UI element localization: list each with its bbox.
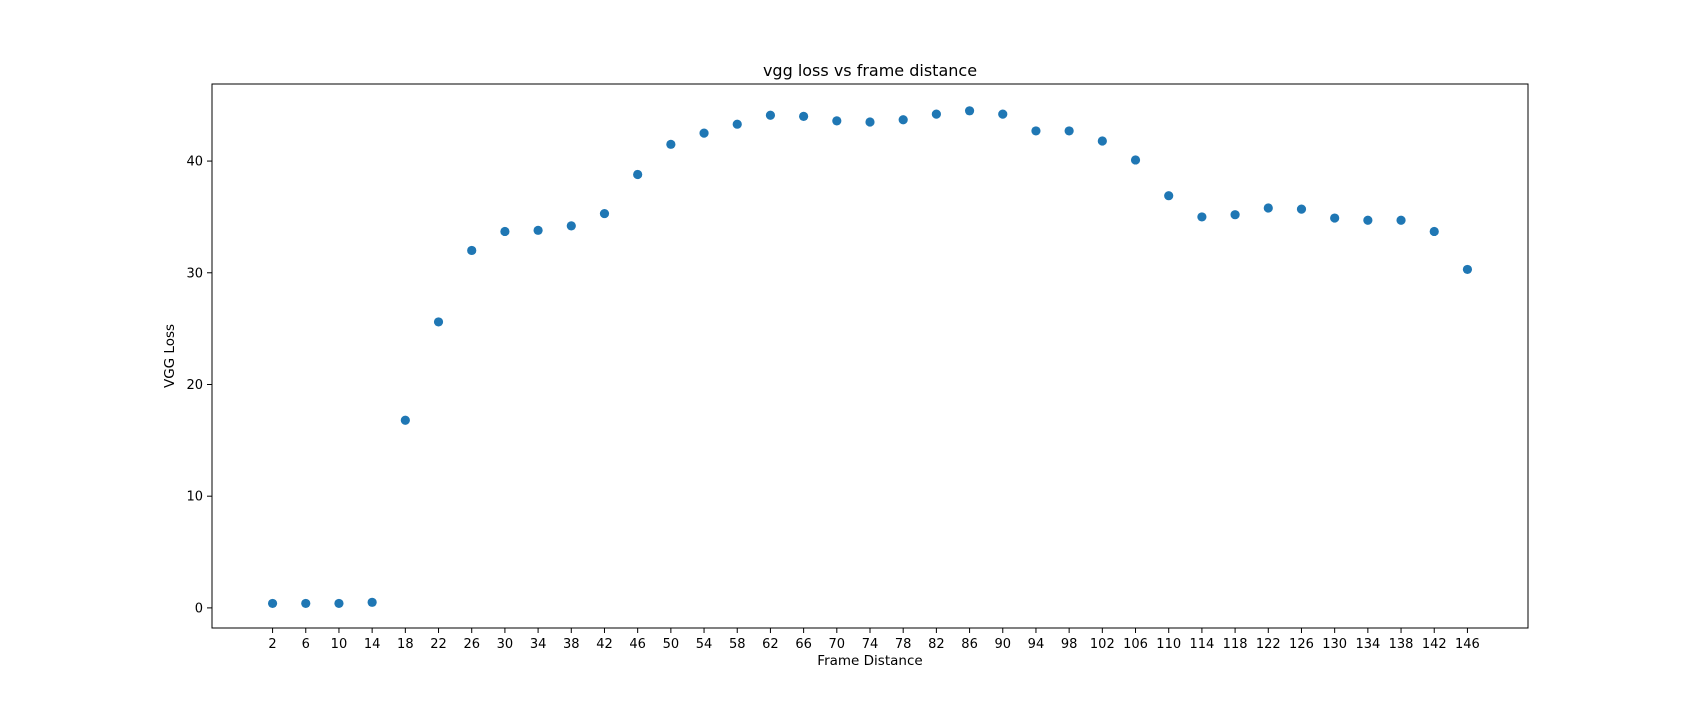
data-point-146 xyxy=(1462,264,1473,275)
x-tick-label: 98 xyxy=(1061,637,1078,652)
x-tick-label: 122 xyxy=(1256,637,1281,652)
x-tick-label: 126 xyxy=(1289,637,1314,652)
data-point-106 xyxy=(1130,155,1141,165)
data-point-2 xyxy=(267,598,278,609)
data-point-66 xyxy=(799,111,809,121)
data-point-130 xyxy=(1330,213,1340,223)
x-tick-label: 30 xyxy=(497,637,514,652)
x-tick-label: 90 xyxy=(994,637,1011,652)
plot-area xyxy=(267,106,1473,609)
y-axis-title: VGG Loss xyxy=(162,324,178,388)
x-tick-label: 102 xyxy=(1090,637,1115,652)
x-tick-label: 14 xyxy=(364,637,381,652)
x-tick-label: 130 xyxy=(1322,637,1347,652)
x-tick-label: 146 xyxy=(1455,637,1480,652)
data-point-34 xyxy=(533,225,543,235)
data-point-54 xyxy=(699,128,709,138)
data-point-10 xyxy=(334,598,344,609)
x-tick-label: 82 xyxy=(928,637,945,652)
data-point-62 xyxy=(765,110,776,120)
x-tick-label: 46 xyxy=(629,637,646,652)
data-point-102 xyxy=(1097,136,1107,146)
x-tick-label: 118 xyxy=(1223,637,1248,652)
data-point-46 xyxy=(633,169,643,180)
data-point-78 xyxy=(898,115,908,125)
chart-title: vgg loss vs frame distance xyxy=(763,61,977,80)
y-tick-label: 10 xyxy=(186,490,203,505)
data-point-74 xyxy=(865,117,875,127)
y-tick-label: 0 xyxy=(195,601,203,616)
x-tick-label: 38 xyxy=(563,637,580,652)
data-point-14 xyxy=(367,597,377,607)
data-point-42 xyxy=(599,208,610,219)
data-point-90 xyxy=(998,109,1008,119)
x-tick-label: 138 xyxy=(1389,637,1414,652)
x-tick-label: 6 xyxy=(302,637,310,652)
x-tick-label: 86 xyxy=(961,637,978,652)
data-point-50 xyxy=(666,139,676,149)
y-tick-label: 30 xyxy=(186,266,203,281)
data-point-58 xyxy=(732,119,742,129)
x-tick-label: 66 xyxy=(795,637,812,652)
y-tick-label: 20 xyxy=(186,378,203,393)
x-tick-label: 142 xyxy=(1422,637,1447,652)
x-tick-label: 18 xyxy=(397,637,414,652)
data-point-26 xyxy=(467,245,477,256)
x-tick-label: 50 xyxy=(663,637,680,652)
data-point-126 xyxy=(1296,204,1307,214)
y-axis: 0 10 20 30 40 xyxy=(186,155,212,616)
data-point-142 xyxy=(1429,226,1439,237)
data-point-94 xyxy=(1031,126,1041,136)
data-point-110 xyxy=(1164,191,1174,201)
x-tick-label: 54 xyxy=(696,637,713,652)
x-tick-label: 2 xyxy=(268,637,276,652)
x-tick-label: 10 xyxy=(331,637,348,652)
data-point-98 xyxy=(1064,126,1074,136)
data-point-82 xyxy=(931,109,941,119)
x-tick-label: 74 xyxy=(862,637,879,652)
x-tick-label: 134 xyxy=(1355,637,1380,652)
x-tick-label: 114 xyxy=(1189,637,1214,652)
x-tick-label: 34 xyxy=(530,637,547,652)
x-axis: 2 6 10 14 18 22 26 30 34 38 42 46 50 54 58 62 66 70 74 78 82… xyxy=(268,628,1480,652)
data-point-38 xyxy=(566,221,576,231)
data-point-30 xyxy=(500,226,510,237)
data-point-118 xyxy=(1230,210,1240,220)
data-point-122 xyxy=(1263,203,1273,213)
data-point-86 xyxy=(964,106,975,116)
data-point-6 xyxy=(301,598,311,609)
x-tick-label: 58 xyxy=(729,637,746,652)
x-axis-title: Frame Distance xyxy=(817,653,922,669)
data-point-18 xyxy=(400,415,410,425)
data-point-22 xyxy=(433,317,444,327)
x-tick-label: 22 xyxy=(430,637,447,652)
x-tick-label: 70 xyxy=(829,637,846,652)
data-point-134 xyxy=(1363,215,1373,225)
data-point-70 xyxy=(832,116,842,126)
data-point-138 xyxy=(1396,215,1406,225)
x-tick-label: 62 xyxy=(762,637,779,652)
x-tick-label: 110 xyxy=(1156,637,1181,652)
data-point-114 xyxy=(1197,212,1207,222)
x-tick-label: 26 xyxy=(463,637,480,652)
x-tick-label: 94 xyxy=(1028,637,1045,652)
y-tick-label: 40 xyxy=(186,155,203,170)
x-tick-label: 106 xyxy=(1123,637,1148,652)
x-tick-label: 42 xyxy=(596,637,613,652)
x-tick-label: 78 xyxy=(895,637,912,652)
